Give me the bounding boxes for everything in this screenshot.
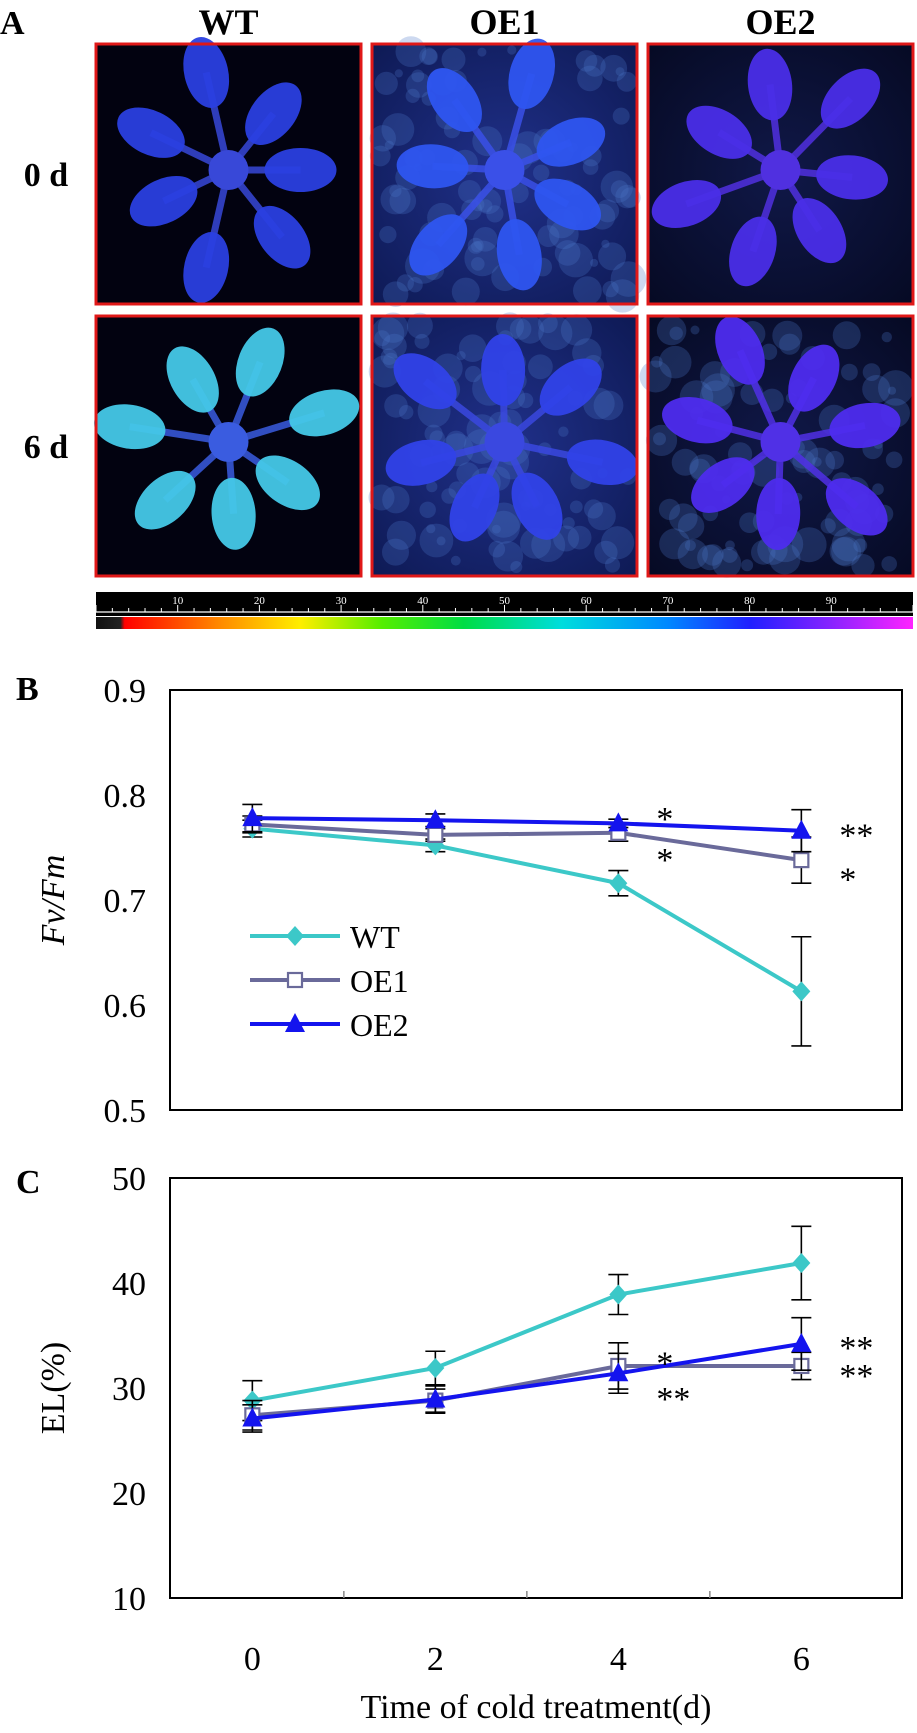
colorbar-tick-label: 50 [499, 595, 511, 607]
data-point-oe2 [242, 1407, 263, 1427]
data-point-oe2 [242, 807, 263, 827]
legend-marker [286, 971, 304, 989]
seedling-image-wt-6d [93, 314, 363, 578]
series-oe2 [242, 803, 812, 853]
colorbar-tick-label: 10 [172, 595, 184, 607]
data-point-oe1 [793, 851, 810, 869]
x-tick-label: 4 [610, 1641, 627, 1678]
series-line-wt [252, 1261, 802, 1403]
y-tick-label: 0.6 [104, 988, 147, 1025]
data-point-wt [426, 1358, 445, 1379]
data-point-wt [609, 1284, 628, 1305]
data-point-wt [792, 1253, 811, 1274]
y-tick-label: 0.7 [104, 883, 147, 920]
image-frame [94, 42, 363, 306]
y-axis-label: EL(%) [35, 1342, 72, 1435]
legend-marker [286, 926, 304, 946]
legend-label-oe2: OE2 [350, 1007, 409, 1043]
data-point-wt [609, 873, 628, 894]
column-header-oe2: OE2 [745, 2, 815, 42]
y-tick-label: 20 [112, 1476, 146, 1513]
y-tick-label: 30 [112, 1371, 146, 1408]
series-line-oe1 [252, 1364, 802, 1418]
row-label-6d: 6 d [24, 429, 69, 466]
significance-marker: ** [656, 1381, 690, 1418]
series-oe1 [242, 815, 812, 885]
y-tick-label: 0.9 [104, 673, 147, 710]
x-tick-label: 2 [427, 1641, 444, 1678]
data-point-oe2 [608, 812, 629, 832]
significance-marker: ** [839, 818, 873, 855]
significance-marker: ** [839, 1358, 873, 1395]
colorbar-gradient [96, 617, 913, 629]
data-point-oe2 [608, 1362, 629, 1382]
y-tick-label: 40 [112, 1266, 146, 1303]
data-point-oe2 [791, 1332, 812, 1352]
series-line-wt [252, 826, 803, 994]
series-oe2 [242, 1316, 812, 1433]
series-line-oe2 [252, 1341, 802, 1421]
image-frame [646, 314, 915, 578]
legend-label-wt: WT [350, 919, 400, 955]
colorbar-tick-label: 40 [417, 595, 429, 607]
column-header-wt: WT [198, 2, 258, 42]
panel-b-letter: B [16, 671, 39, 708]
series-wt [242, 1225, 812, 1422]
seedling-image-oe2-0d [646, 42, 915, 306]
seedling-image-oe1-0d [369, 36, 647, 313]
significance-marker: * [656, 801, 673, 838]
colorbar-tick-label: 70 [662, 595, 674, 607]
y-tick-label: 0.5 [104, 1093, 147, 1130]
data-point-oe1 [427, 826, 444, 844]
image-frame [370, 42, 639, 306]
significance-marker: * [656, 842, 673, 879]
significance-marker: ** [839, 1330, 873, 1367]
plot-frame [169, 689, 903, 1111]
panel-c-letter: C [16, 1164, 41, 1201]
significance-marker: * [656, 1346, 673, 1383]
significance-marker: * [839, 862, 856, 899]
y-tick-label: 10 [112, 1581, 146, 1618]
colorbar-tick-label: 20 [254, 595, 266, 607]
legend-label-oe1: OE1 [350, 963, 409, 999]
y-axis-label: Fv/Fm [35, 855, 72, 947]
legend: WT OE1 OE2 [250, 919, 409, 1043]
data-point-oe2 [425, 1388, 446, 1408]
colorbar-tick-label: 80 [744, 595, 756, 607]
series-line-oe1 [252, 822, 802, 863]
image-frame [370, 314, 639, 578]
series-line-oe2 [252, 816, 802, 833]
x-tick-label: 6 [793, 1641, 810, 1678]
colorbar-tick-label: 60 [581, 595, 593, 607]
plot-frame [169, 1177, 903, 1599]
y-tick-label: 0.8 [104, 778, 147, 815]
series-wt [242, 818, 812, 1047]
image-frame [94, 314, 363, 578]
x-axis-label: Time of cold treatment(d) [361, 1689, 712, 1726]
data-point-oe2 [425, 809, 446, 829]
row-label-0d: 0 d [24, 157, 69, 194]
colorbar-tick-label: 90 [826, 595, 838, 607]
seedling-image-oe1-6d [368, 312, 639, 578]
image-frame [646, 42, 915, 306]
chart-c: 10 20 30 40 50 0 2 4 6 EL(%) Time of cold treatmen… [35, 1161, 903, 1726]
y-tick-label: 50 [112, 1161, 146, 1198]
column-header-oe1: OE1 [469, 2, 539, 42]
seedling-image-oe2-6d [639, 314, 915, 578]
data-point-oe2 [791, 819, 812, 839]
panel-a-letter: A [0, 5, 25, 42]
seedling-image-wt-0d [94, 37, 363, 306]
x-tick-label: 0 [244, 1641, 261, 1678]
data-point-wt [792, 981, 811, 1002]
legend-marker [285, 1013, 305, 1032]
colorbar-tick-label: 30 [336, 595, 348, 607]
